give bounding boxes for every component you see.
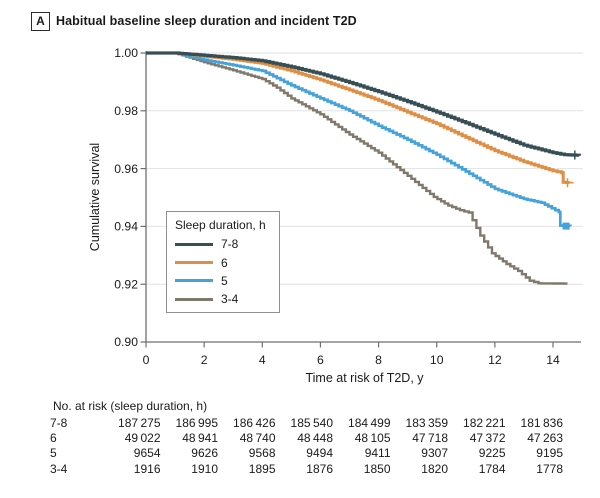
y-tick-label: 0.96: [114, 162, 138, 176]
y-tick-label: 0.90: [114, 335, 138, 349]
x-tick-label: 2: [201, 353, 208, 367]
legend-box: Sleep duration, h 7-8 6 5 3-4: [166, 211, 280, 313]
legend-swatch-line: [175, 297, 213, 301]
risk-value: 9307: [421, 446, 448, 461]
risk-value: 48 105: [354, 431, 391, 446]
risk-value: 9494: [306, 446, 333, 461]
figure-title: Habitual baseline sleep duration and inc…: [56, 14, 357, 28]
risk-value: 9626: [191, 446, 218, 461]
risk-value: 48 448: [297, 431, 333, 446]
risk-row-values: 9654 9626 9568 9494 9411 9307 9225 9195: [103, 446, 563, 460]
risk-value: 9411: [364, 446, 391, 461]
y-tick-label: 0.92: [114, 277, 138, 291]
risk-value: 186 426: [233, 416, 276, 430]
risk-row-label: 7-8: [50, 416, 68, 430]
x-tick-label: 8: [375, 353, 382, 367]
risk-value: 182 221: [463, 416, 506, 430]
risk-value: 48 740: [239, 431, 276, 446]
legend-item-3-4: 3-4: [175, 290, 279, 308]
legend-title: Sleep duration, h: [175, 218, 266, 232]
x-tick-label: 14: [546, 353, 560, 367]
survival-curve-3-4: [146, 51, 568, 285]
risk-value: 9654: [133, 446, 161, 461]
x-tick-label: 12: [488, 353, 502, 367]
legend-swatch-line: [175, 242, 213, 246]
risk-value: 47 718: [412, 431, 448, 446]
end-marker-5: [562, 222, 570, 230]
risk-value: 185 540: [290, 416, 333, 430]
risk-value: 49 022: [124, 431, 161, 446]
risk-value: 1784: [478, 461, 506, 476]
y-tick-label: 0.98: [114, 104, 138, 118]
legend-swatch-line: [175, 261, 213, 265]
y-tick-label: 0.94: [114, 220, 138, 234]
survival-curve-7-8: [146, 51, 581, 157]
risk-row-label: 3-4: [50, 461, 68, 476]
risk-row-label: 5: [50, 446, 57, 461]
x-tick-label: 10: [430, 353, 444, 367]
legend-item-6: 6: [175, 253, 279, 271]
legend-items: 7-8 6 5 3-4: [175, 235, 279, 309]
risk-table-title: No. at risk (sleep duration, h): [53, 399, 208, 413]
risk-row-3-4: 3-4 1916 1910 1895 1876 1850 1820 1784 1778: [0, 462, 600, 477]
risk-value: 1876: [306, 461, 333, 476]
risk-value: 183 359: [405, 416, 448, 430]
risk-value: 9568: [248, 446, 276, 461]
panel-label-a: A: [31, 12, 50, 31]
x-axis-label: Time at risk of T2D, y: [305, 371, 424, 385]
risk-value: 9225: [478, 446, 506, 461]
survival-curve-5: [146, 51, 572, 228]
legend-label: 7-8: [221, 237, 239, 252]
legend-item-7-8: 7-8: [175, 235, 279, 253]
risk-row-6: 6 49 022 48 941 48 740 48 448 48 105 47 718 47 …: [0, 431, 600, 446]
legend-item-5: 5: [175, 272, 279, 290]
risk-value: 1910: [191, 461, 218, 476]
risk-value: 1820: [421, 461, 448, 476]
x-tick-label: 6: [317, 353, 324, 367]
risk-value: 1850: [363, 461, 391, 476]
legend-swatch-line: [175, 279, 213, 283]
risk-value: 184 499: [348, 416, 391, 430]
risk-value: 47 372: [469, 431, 506, 446]
risk-value: 47 263: [527, 431, 563, 446]
legend-label: 3-4: [221, 292, 239, 307]
risk-value: 9195: [536, 446, 563, 461]
risk-row-5: 5 9654 9626 9568 9494 9411 9307 9225 9195: [0, 446, 600, 461]
risk-value: 48 941: [182, 431, 218, 446]
legend-label: 6: [221, 255, 228, 270]
risk-row-values: 1916 1910 1895 1876 1850 1820 1784 1778: [103, 462, 563, 476]
legend-label: 5: [221, 273, 228, 288]
x-tick-label: 4: [259, 353, 266, 367]
risk-value: 1916: [133, 461, 161, 476]
risk-value: 1895: [248, 461, 276, 476]
risk-row-values: 187 275 186 995 186 426 185 540 184 499 183 3…: [103, 416, 563, 430]
y-tick-label: 1.00: [114, 46, 138, 60]
y-axis-label: Cumulative survival: [88, 142, 102, 252]
risk-row-label: 6: [50, 431, 57, 446]
risk-value: 181 836: [520, 416, 563, 430]
risk-value: 1778: [536, 461, 563, 476]
survival-curve-6: [146, 51, 571, 185]
risk-value: 187 275: [118, 416, 161, 430]
risk-row-values: 49 022 48 941 48 740 48 448 48 105 47 718 47 3…: [103, 431, 563, 445]
risk-row-7-8: 7-8 187 275 186 995 186 426 185 540 184 499 18…: [0, 416, 600, 431]
risk-value: 186 995: [175, 416, 218, 430]
x-tick-label: 0: [143, 353, 150, 367]
